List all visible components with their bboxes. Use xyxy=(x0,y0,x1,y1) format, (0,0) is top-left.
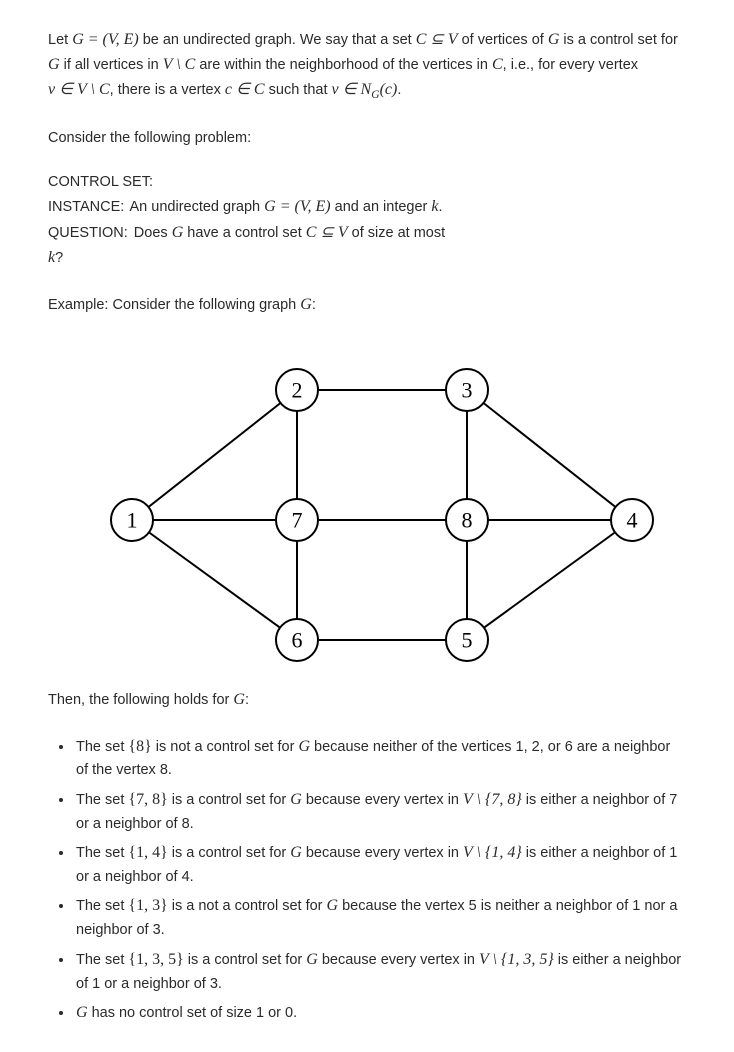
text: is not a control set for xyxy=(152,739,299,755)
graph-node-label: 1 xyxy=(127,507,138,532)
math: C xyxy=(492,56,503,73)
text: is a control set for xyxy=(168,845,291,861)
graph-node-label: 6 xyxy=(292,627,303,652)
graph-node-label: 2 xyxy=(292,377,303,402)
math: {1, 3, 5} xyxy=(128,951,183,968)
list-item: The set {8} is not a control set for G b… xyxy=(74,735,686,782)
problem-question-2: k? xyxy=(48,245,686,271)
graph-edge xyxy=(132,390,297,520)
math: {7, 8} xyxy=(128,791,167,808)
text: . xyxy=(397,82,401,98)
text: because every vertex in xyxy=(318,952,479,968)
text: The set xyxy=(76,739,128,755)
text: Let xyxy=(48,32,72,48)
text: is a control set for xyxy=(184,952,307,968)
graph-node-label: 8 xyxy=(462,507,473,532)
text: if all vertices in xyxy=(60,57,163,73)
list-item: The set {7, 8} is a control set for G be… xyxy=(74,788,686,835)
text: Does xyxy=(130,225,172,241)
text: of vertices of xyxy=(458,32,548,48)
problem-question: QUESTION: Does G have a control set C ⊆ … xyxy=(48,220,686,246)
text: are within the neighborhood of the verti… xyxy=(195,57,492,73)
math: C ⊆ V xyxy=(416,31,458,48)
graph-edge xyxy=(467,390,632,520)
problem-block: CONTROL SET: INSTANCE: An undirected gra… xyxy=(48,171,686,271)
text: , there is a vertex xyxy=(110,82,225,98)
math: G = (V, E) xyxy=(264,198,331,215)
text: The set xyxy=(76,845,128,861)
graph-node-label: 4 xyxy=(627,507,638,532)
math: G xyxy=(548,31,560,48)
math: c ∈ C xyxy=(225,81,265,98)
text: An undirected graph xyxy=(126,199,264,215)
math: v ∈ NG(c) xyxy=(332,81,398,98)
text: The set xyxy=(76,952,128,968)
math: k xyxy=(431,198,438,215)
graph-svg: 1 2 3 4 7 8 6 5 xyxy=(72,340,662,670)
text: because every vertex in xyxy=(302,792,463,808)
text: . xyxy=(439,199,443,215)
math: G xyxy=(48,56,60,73)
graph-node-label: 3 xyxy=(462,377,473,402)
text: ? xyxy=(55,250,63,266)
math: G xyxy=(300,296,312,313)
bullet-list: The set {8} is not a control set for G b… xyxy=(48,735,686,1026)
then-paragraph: Then, the following holds for G: xyxy=(48,688,686,713)
math: V \ {7, 8} xyxy=(463,791,522,808)
document-body: Let G = (V, E) be an undirected graph. W… xyxy=(0,0,734,1052)
text: Then, the following holds for xyxy=(48,692,233,708)
text: is a control set for xyxy=(168,792,291,808)
text: is a not a control set for xyxy=(168,898,327,914)
text: is a control set for xyxy=(559,32,677,48)
math: G xyxy=(76,1004,88,1021)
math: G xyxy=(172,224,184,241)
intro-paragraph: Let G = (V, E) be an undirected graph. W… xyxy=(48,28,686,105)
consider-paragraph: Consider the following problem: xyxy=(48,127,686,149)
math: V \ {1, 3, 5} xyxy=(479,951,554,968)
text: : xyxy=(245,692,249,708)
math: G xyxy=(290,844,302,861)
list-item: The set {1, 3, 5} is a control set for G… xyxy=(74,948,686,995)
text: , i.e., for every vertex xyxy=(503,57,638,73)
list-item: The set {1, 3} is a not a control set fo… xyxy=(74,894,686,941)
example-label: Example: Consider the following graph G: xyxy=(48,293,686,318)
text: because every vertex in xyxy=(302,845,463,861)
text: : xyxy=(312,297,316,313)
math: G = (V, E) xyxy=(72,31,139,48)
list-item: The set {1, 4} is a control set for G be… xyxy=(74,841,686,888)
list-item: G has no control set of size 1 or 0. xyxy=(74,1001,686,1026)
problem-instance: INSTANCE: An undirected graph G = (V, E)… xyxy=(48,194,686,220)
text: of size at most xyxy=(348,225,446,241)
graph-diagram: 1 2 3 4 7 8 6 5 xyxy=(48,340,686,670)
problem-title: CONTROL SET: xyxy=(48,171,686,194)
graph-node-label: 5 xyxy=(462,627,473,652)
math: G xyxy=(306,951,318,968)
text: such that xyxy=(265,82,332,98)
math: {1, 4} xyxy=(128,844,167,861)
question-label: QUESTION: xyxy=(48,225,128,241)
text: have a control set xyxy=(183,225,306,241)
math: V \ {1, 4} xyxy=(463,844,522,861)
graph-node-label: 7 xyxy=(292,507,303,532)
math: G xyxy=(290,791,302,808)
math: v ∈ V \ C xyxy=(48,81,110,98)
text: be an undirected graph. We say that a se… xyxy=(139,32,416,48)
math: G xyxy=(327,897,339,914)
text: has no control set of size 1 or 0. xyxy=(88,1005,298,1021)
math: C ⊆ V xyxy=(306,224,348,241)
text: The set xyxy=(76,898,128,914)
math: {8} xyxy=(128,738,151,755)
graph-edge xyxy=(467,520,632,640)
math: G xyxy=(298,738,310,755)
text: and an integer xyxy=(331,199,432,215)
math: {1, 3} xyxy=(128,897,167,914)
text: Example: Consider the following graph xyxy=(48,297,300,313)
graph-edge xyxy=(132,520,297,640)
instance-label: INSTANCE: xyxy=(48,199,124,215)
text: The set xyxy=(76,792,128,808)
math: V \ C xyxy=(163,56,196,73)
math: G xyxy=(233,691,245,708)
